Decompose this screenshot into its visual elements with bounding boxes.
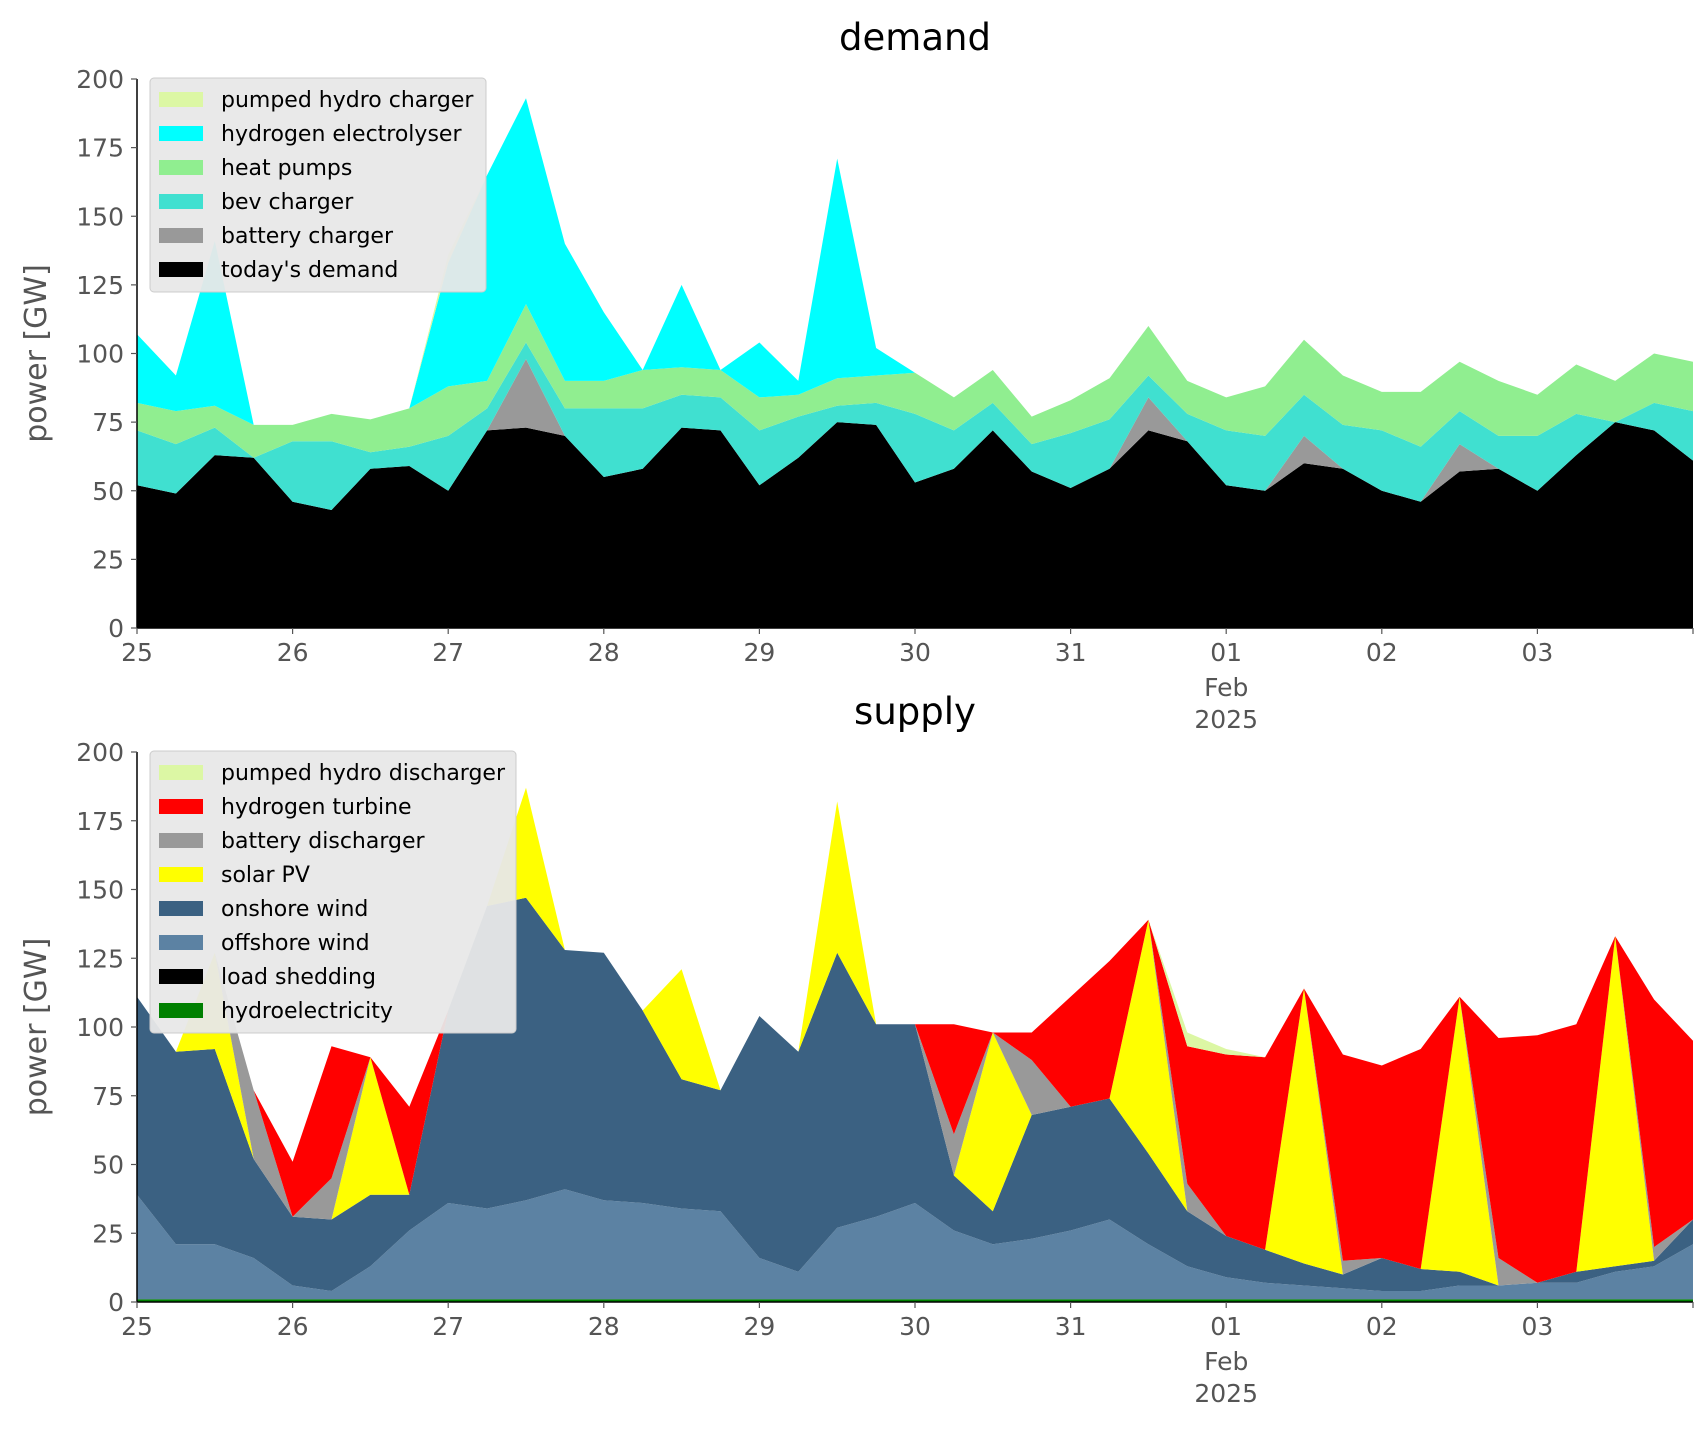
area-solar-pv xyxy=(137,787,1693,1286)
y-tick-label: 25 xyxy=(92,1219,124,1248)
legend-swatch-solar-pv xyxy=(159,867,203,882)
x-tick-label: 28 xyxy=(588,1312,620,1341)
x-tick-sublabel: 2025 xyxy=(1194,705,1258,734)
y-axis-label: power [GW] xyxy=(19,938,54,1117)
y-tick-label: 100 xyxy=(76,1013,124,1042)
area-battery-charger xyxy=(137,359,1693,510)
x-tick-label: 27 xyxy=(432,1312,464,1341)
x-tick-label: 31 xyxy=(1055,638,1087,667)
legend-swatch-pumped-hydro-discharger xyxy=(159,765,203,780)
area-heat-pumps xyxy=(137,304,1693,458)
y-tick-label: 175 xyxy=(76,134,124,163)
y-tick-label: 200 xyxy=(76,65,124,94)
legend-label-battery-discharger: battery discharger xyxy=(221,829,426,854)
y-tick-label: 150 xyxy=(76,202,124,231)
y-tick-label: 0 xyxy=(108,614,124,643)
area-onshore-wind xyxy=(137,897,1693,1291)
x-tick-label: 02 xyxy=(1366,1312,1398,1341)
y-tick-label: 200 xyxy=(76,738,124,767)
y-tick-label: 50 xyxy=(92,477,124,506)
x-tick-label: 26 xyxy=(277,1312,309,1341)
legend-swatch-bev-charger xyxy=(159,194,203,209)
legend-label-battery-charger: battery charger xyxy=(221,224,394,249)
legend-box xyxy=(149,750,517,1034)
chart-title: demand xyxy=(839,16,991,59)
legend-swatch-onshore-wind xyxy=(159,901,203,916)
legend-swatch-battery-charger xyxy=(159,228,203,243)
legend-swatch-hydroelectricity xyxy=(159,1003,203,1018)
x-tick-sublabel: Feb xyxy=(1204,1347,1248,1376)
legend-label-offshore-wind: offshore wind xyxy=(221,931,370,956)
legend-label-hydroelectricity: hydroelectricity xyxy=(221,999,393,1024)
x-tick-label: 28 xyxy=(588,638,620,667)
x-tick-sublabel: Feb xyxy=(1204,673,1248,702)
legend: pumped hydro discharger hydrogen turbine b… xyxy=(149,750,517,1034)
y-tick-label: 125 xyxy=(76,271,124,300)
legend-label-hydrogen-turbine: hydrogen turbine xyxy=(221,795,412,820)
x-tick-label: 30 xyxy=(899,1312,931,1341)
chart-title: supply xyxy=(854,690,976,733)
legend-swatch-offshore-wind xyxy=(159,935,203,950)
area-hydrogen-electrolyser xyxy=(137,98,1693,425)
legend-label-pumped-hydro-charger: pumped hydro charger xyxy=(221,88,474,113)
x-tick-label: 25 xyxy=(121,638,153,667)
legend-label-load-shedding: load shedding xyxy=(221,965,376,990)
y-tick-label: 150 xyxy=(76,876,124,905)
legend-swatch-pumped-hydro-charger xyxy=(159,92,203,107)
y-axis-label: power [GW] xyxy=(19,264,54,443)
y-tick-label: 25 xyxy=(92,545,124,574)
y-tick-label: 100 xyxy=(76,340,124,369)
legend-label-onshore-wind: onshore wind xyxy=(221,897,368,922)
y-tick-label: 50 xyxy=(92,1151,124,1180)
legend-label-bev-charger: bev charger xyxy=(221,190,354,215)
legend-swatch-today-s-demand xyxy=(159,262,203,277)
x-tick-label: 25 xyxy=(121,1312,153,1341)
x-tick-label: 27 xyxy=(432,638,464,667)
x-tick-label: 30 xyxy=(899,638,931,667)
legend: pumped hydro charger hydrogen electrolyse… xyxy=(149,77,487,293)
legend-label-pumped-hydro-discharger: pumped hydro discharger xyxy=(221,761,506,786)
legend-swatch-heat-pumps xyxy=(159,160,203,175)
y-tick-label: 75 xyxy=(92,1082,124,1111)
x-tick-label: 29 xyxy=(743,1312,775,1341)
legend-swatch-hydrogen-electrolyser xyxy=(159,126,203,141)
x-tick-label: 01 xyxy=(1210,1312,1242,1341)
legend-swatch-battery-discharger xyxy=(159,833,203,848)
x-tick-label: 31 xyxy=(1055,1312,1087,1341)
stacked-areas xyxy=(137,787,1693,1302)
x-tick-label: 03 xyxy=(1521,1312,1553,1341)
x-tick-label: 01 xyxy=(1210,638,1242,667)
legend-label-hydrogen-electrolyser: hydrogen electrolyser xyxy=(221,122,462,147)
x-tick-label: 02 xyxy=(1366,638,1398,667)
legend-label-heat-pumps: heat pumps xyxy=(221,156,352,181)
x-tick-sublabel: 2025 xyxy=(1194,1379,1258,1408)
x-tick-label: 26 xyxy=(277,638,309,667)
area-offshore-wind xyxy=(137,1189,1693,1300)
area-bev-charger xyxy=(137,342,1693,510)
legend-box xyxy=(149,77,487,293)
y-tick-label: 0 xyxy=(108,1288,124,1317)
y-tick-label: 175 xyxy=(76,807,124,836)
legend-label-solar-pv: solar PV xyxy=(221,863,310,888)
legend-swatch-hydrogen-turbine xyxy=(159,799,203,814)
y-tick-label: 75 xyxy=(92,408,124,437)
y-tick-label: 125 xyxy=(76,944,124,973)
legend-swatch-load-shedding xyxy=(159,969,203,984)
area-today-s-demand xyxy=(137,422,1693,628)
x-tick-label: 29 xyxy=(743,638,775,667)
legend-label-today-s-demand: today's demand xyxy=(221,258,398,283)
area-hydrogen-turbine xyxy=(137,787,1693,1283)
x-tick-label: 03 xyxy=(1521,638,1553,667)
